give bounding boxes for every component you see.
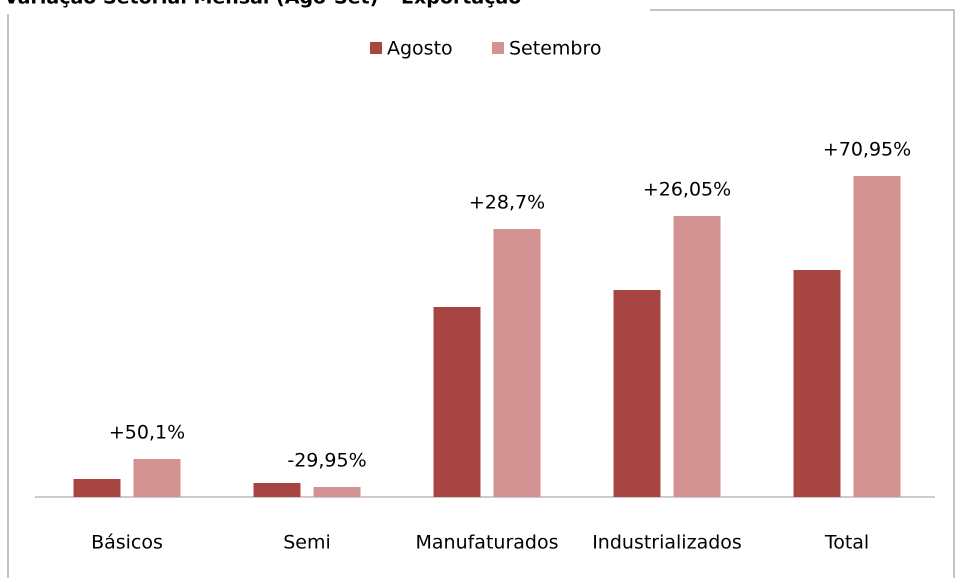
bar [613, 290, 661, 497]
bar [493, 229, 541, 497]
annotation: +26,05% [643, 179, 731, 201]
bar [673, 216, 721, 497]
bar [793, 270, 841, 497]
legend-swatch [370, 42, 382, 54]
bar [433, 307, 481, 497]
x-tick-label: Semi [283, 532, 331, 554]
legend-label: Setembro [509, 38, 601, 60]
annotation: +28,7% [469, 192, 545, 214]
x-tick-label: Industrializados [592, 532, 742, 554]
bar [313, 487, 361, 497]
title-background [0, 0, 650, 14]
x-tick-label: Total [824, 532, 869, 554]
x-tick-label: Manufaturados [416, 532, 559, 554]
bar [73, 479, 121, 497]
annotation: +50,1% [109, 422, 185, 444]
chart-title: Variação Setorial Mensal (Ago-Set) – Exp… [4, 0, 521, 9]
bar [133, 459, 181, 497]
annotation: -29,95% [287, 450, 366, 472]
legend-label: Agosto [387, 38, 453, 60]
bar [853, 176, 901, 497]
x-tick-label: Básicos [91, 532, 163, 554]
annotation: +70,95% [823, 139, 911, 161]
legend-swatch [492, 42, 504, 54]
bar [253, 483, 301, 497]
